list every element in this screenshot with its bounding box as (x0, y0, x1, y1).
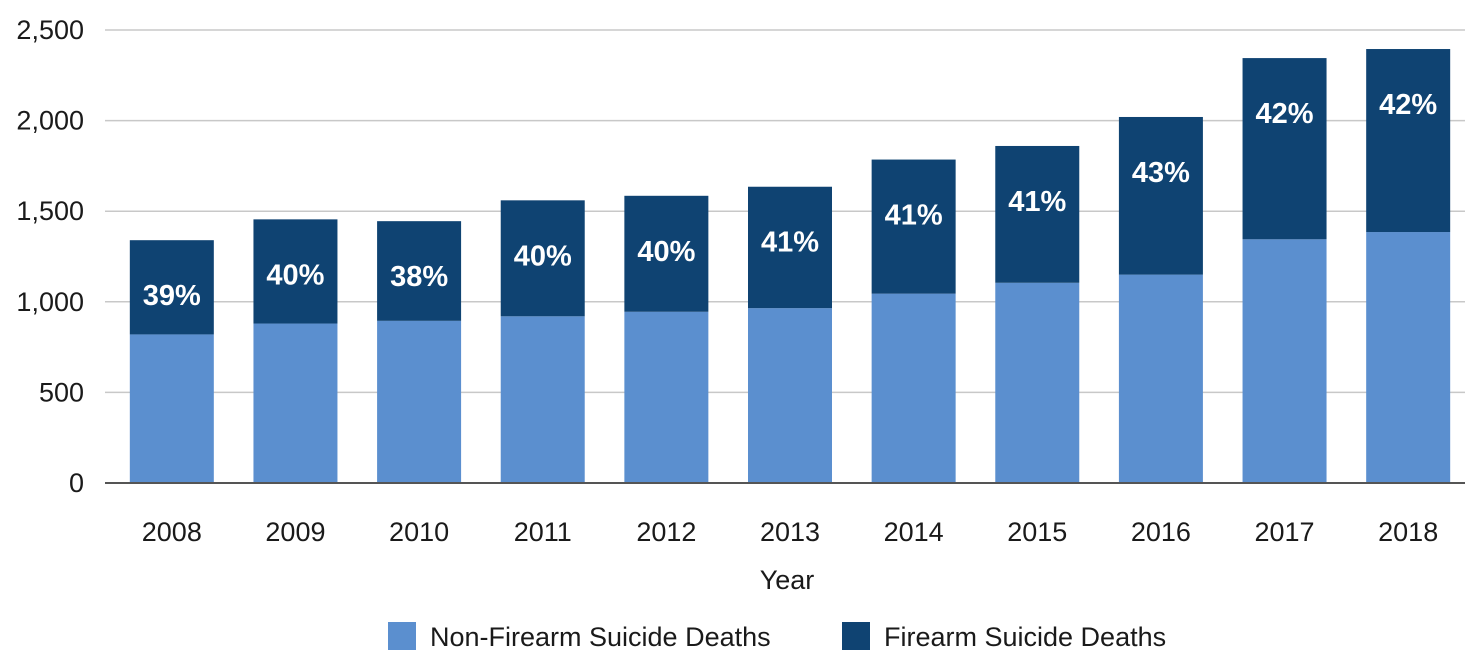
x-tick-label: 2013 (760, 517, 820, 547)
data-label-2014: 41% (885, 200, 943, 232)
data-label-2010: 38% (390, 261, 448, 293)
legend-label-non-firearm: Non-Firearm Suicide Deaths (430, 622, 771, 652)
data-label-2015: 41% (1008, 186, 1066, 218)
x-tick-label: 2015 (1007, 517, 1067, 547)
y-axis: 0 500 1,000 1,500 2,000 2,500 (16, 15, 84, 498)
bar-non-firearm-2014 (871, 293, 956, 483)
bar-firearm-2011 (500, 200, 585, 317)
x-tick-label: 2009 (265, 517, 325, 547)
x-tick-label: 2017 (1255, 517, 1315, 547)
bar-firearm-2018 (1366, 49, 1451, 233)
bar-firearm-2008 (129, 240, 214, 335)
data-label-2018: 42% (1379, 89, 1437, 121)
bar-firearm-2013 (748, 186, 832, 309)
x-tick-label: 2018 (1378, 517, 1438, 547)
bar-firearm-2016 (1118, 116, 1203, 275)
bar-non-firearm-2013 (748, 308, 832, 483)
legend-swatch-firearm (842, 622, 870, 650)
x-tick-label: 2011 (514, 517, 572, 547)
bar-non-firearm-2011 (500, 316, 585, 483)
data-label-2008: 39% (143, 280, 201, 312)
x-tick-label: 2010 (389, 517, 449, 547)
legend-swatch-non-firearm (388, 622, 416, 650)
y-tick-label: 500 (39, 377, 84, 407)
bar-non-firearm-2018 (1366, 232, 1451, 483)
bar-firearm-2017 (1242, 58, 1327, 240)
x-axis-title: Year (760, 565, 815, 595)
bar-non-firearm-2010 (377, 320, 462, 483)
bars: 39% 40% 38% 40% 40% 41% 41% 41% 43% 42% 42% (129, 49, 1451, 483)
y-tick-label: 0 (69, 468, 84, 498)
bar-non-firearm-2008 (129, 334, 214, 483)
x-tick-label: 2008 (142, 517, 202, 547)
legend-label-firearm: Firearm Suicide Deaths (884, 622, 1166, 652)
x-tick-label: 2016 (1131, 517, 1191, 547)
bar-firearm-2012 (624, 195, 709, 312)
data-label-2016: 43% (1132, 157, 1190, 189)
bar-firearm-2015 (995, 145, 1080, 283)
data-label-2011: 40% (514, 240, 572, 272)
data-label-2009: 40% (266, 259, 324, 291)
legend: Non-Firearm Suicide Deaths Firearm Suicid… (388, 622, 1166, 652)
x-tick-label: 2014 (884, 517, 944, 547)
y-tick-label: 1,000 (16, 287, 84, 317)
y-tick-label: 1,500 (16, 196, 84, 226)
bar-non-firearm-2016 (1118, 274, 1203, 483)
y-tick-label: 2,500 (16, 15, 84, 45)
bar-non-firearm-2012 (624, 311, 709, 483)
x-tick-label: 2012 (636, 517, 696, 547)
bar-firearm-2009 (253, 219, 338, 324)
y-tick-label: 2,000 (16, 106, 84, 136)
data-label-2012: 40% (637, 236, 695, 268)
data-label-2017: 42% (1256, 98, 1314, 130)
bar-firearm-2010 (377, 221, 462, 321)
bar-non-firearm-2009 (253, 323, 338, 483)
data-label-2013: 41% (761, 227, 819, 259)
bar-non-firearm-2015 (995, 282, 1080, 483)
bar-non-firearm-2017 (1242, 239, 1327, 483)
bar-firearm-2014 (871, 159, 956, 294)
x-axis: 2008 2009 2010 2011 2012 2013 2014 2015 2016 2017… (105, 482, 1465, 547)
